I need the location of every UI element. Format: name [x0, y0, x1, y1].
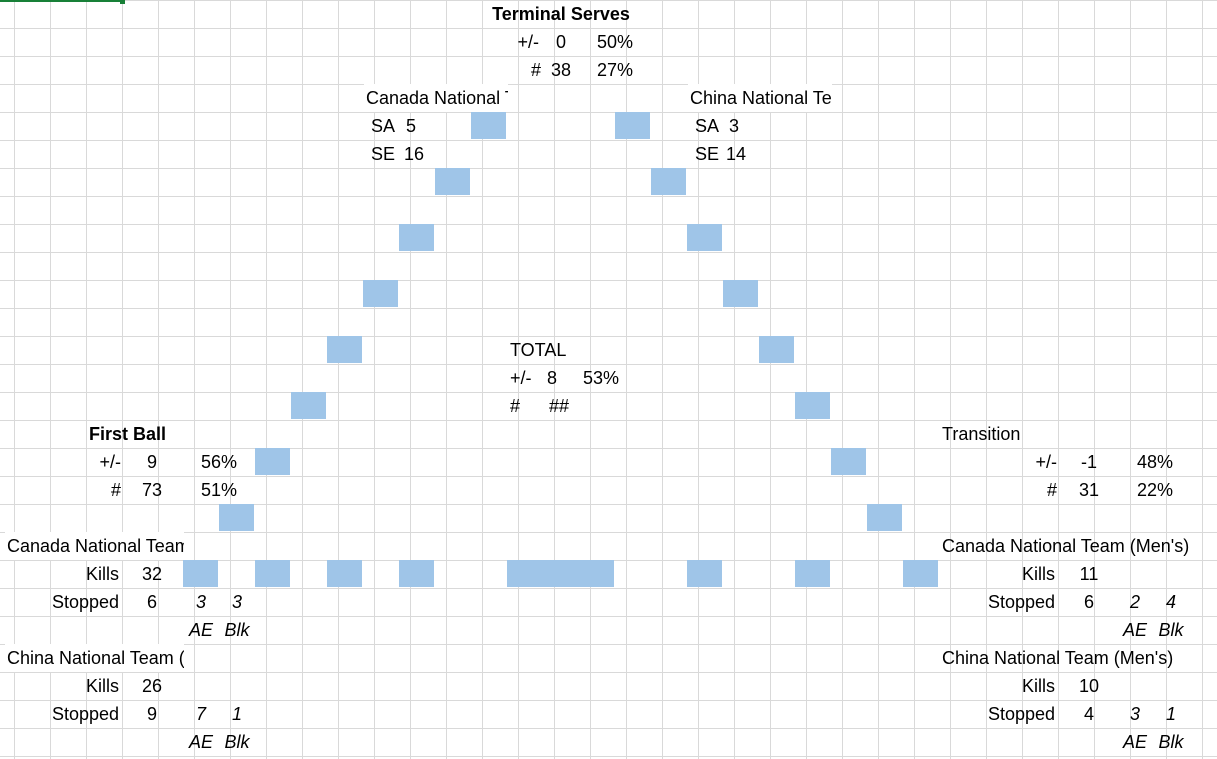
- first-ball-count-value[interactable]: 73: [141, 480, 163, 500]
- transition-stopped-value[interactable]: 4: [1083, 704, 1094, 724]
- fill-cell[interactable]: [687, 224, 722, 251]
- first-ball-kills-value[interactable]: 32: [141, 564, 163, 584]
- fill-cell[interactable]: [399, 560, 434, 587]
- terminal-serves-pm-pct[interactable]: 50%: [596, 32, 633, 52]
- first-ball-stopped-value[interactable]: 6: [146, 592, 157, 612]
- total-pm-pct[interactable]: 53%: [583, 368, 620, 388]
- transition-stopped-value[interactable]: 6: [1083, 592, 1094, 612]
- fill-cell[interactable]: [795, 560, 830, 587]
- serve-left-sa-value[interactable]: 5: [406, 116, 417, 136]
- fill-cell[interactable]: [651, 168, 686, 195]
- first-ball-kills-label[interactable]: Kills: [85, 676, 119, 696]
- first-ball-blk-label[interactable]: Blk: [224, 620, 250, 640]
- transition-blk-value[interactable]: 1: [1165, 704, 1176, 724]
- total-pm-label[interactable]: +/-: [510, 368, 532, 388]
- selected-cell-border: [0, 0, 123, 2]
- transition-pm-label[interactable]: +/-: [1035, 452, 1057, 472]
- fill-cell[interactable]: [867, 504, 902, 531]
- fill-cell[interactable]: [255, 560, 290, 587]
- terminal-serves-pm-value[interactable]: 0: [555, 32, 566, 52]
- first-ball-team-name[interactable]: China National Team (Men's): [5, 644, 184, 672]
- fill-cell[interactable]: [471, 112, 506, 139]
- transition-count-value[interactable]: 31: [1078, 480, 1100, 500]
- first-ball-stopped-label[interactable]: Stopped: [51, 704, 119, 724]
- selection-fill-handle[interactable]: [120, 0, 125, 4]
- first-ball-blk-label[interactable]: Blk: [224, 732, 250, 752]
- first-ball-team-name[interactable]: Canada National Team (Men's): [5, 532, 184, 560]
- first-ball-count-label[interactable]: #: [110, 480, 121, 500]
- serve-right-se-label[interactable]: SE: [694, 144, 719, 164]
- transition-kills-label[interactable]: Kills: [1021, 676, 1055, 696]
- fill-cell[interactable]: [795, 392, 830, 419]
- terminal-serves-pm-label[interactable]: +/-: [517, 32, 539, 52]
- total-title[interactable]: TOTAL: [510, 340, 567, 360]
- transition-blk-label[interactable]: Blk: [1158, 732, 1184, 752]
- fill-cell[interactable]: [219, 504, 254, 531]
- serve-right-se-value[interactable]: 14: [726, 144, 747, 164]
- transition-team-name[interactable]: China National Team (Men's): [942, 648, 1174, 668]
- fill-cell[interactable]: [291, 392, 326, 419]
- transition-team-name[interactable]: Canada National Team (Men's): [942, 536, 1190, 556]
- serve-left-se-value[interactable]: 16: [404, 144, 425, 164]
- first-ball-pm-label[interactable]: +/-: [99, 452, 121, 472]
- serve-left-sa-label[interactable]: SA: [370, 116, 395, 136]
- serve-right-sa-label[interactable]: SA: [694, 116, 719, 136]
- first-ball-kills-label[interactable]: Kills: [85, 564, 119, 584]
- total-pm-value[interactable]: 8: [546, 368, 557, 388]
- first-ball-blk-value[interactable]: 3: [231, 592, 242, 612]
- transition-stopped-label[interactable]: Stopped: [987, 704, 1055, 724]
- transition-kills-value[interactable]: 10: [1078, 676, 1100, 696]
- fill-cell[interactable]: [327, 560, 362, 587]
- transition-stopped-label[interactable]: Stopped: [987, 592, 1055, 612]
- first-ball-ae-label[interactable]: AE: [188, 732, 213, 752]
- transition-blk-value[interactable]: 4: [1165, 592, 1176, 612]
- terminal-serves-count-label[interactable]: #: [530, 60, 541, 80]
- first-ball-stopped-value[interactable]: 9: [146, 704, 157, 724]
- fill-cell[interactable]: [507, 560, 614, 587]
- total-count-value[interactable]: ##: [549, 396, 570, 416]
- first-ball-ae-value[interactable]: 7: [195, 704, 206, 724]
- fill-cell[interactable]: [363, 280, 398, 307]
- serve-left-se-label[interactable]: SE: [370, 144, 395, 164]
- transition-blk-label[interactable]: Blk: [1158, 620, 1184, 640]
- first-ball-ae-value[interactable]: 3: [195, 592, 206, 612]
- terminal-serves-count-value[interactable]: 38: [550, 60, 572, 80]
- transition-ae-value[interactable]: 2: [1129, 592, 1140, 612]
- fill-cell[interactable]: [687, 560, 722, 587]
- first-ball-pm-pct[interactable]: 56%: [201, 452, 238, 472]
- transition-pm-value[interactable]: -1: [1080, 452, 1097, 472]
- first-ball-count-pct[interactable]: 51%: [201, 480, 238, 500]
- terminal-serves-title[interactable]: Terminal Serves: [492, 4, 630, 24]
- transition-ae-label[interactable]: AE: [1122, 732, 1147, 752]
- fill-cell[interactable]: [723, 280, 758, 307]
- transition-ae-value[interactable]: 3: [1129, 704, 1140, 724]
- first-ball-blk-value[interactable]: 1: [231, 704, 242, 724]
- transition-count-pct[interactable]: 22%: [1136, 480, 1173, 500]
- transition-kills-value[interactable]: 11: [1079, 564, 1099, 584]
- fill-cell[interactable]: [255, 448, 290, 475]
- fill-cell[interactable]: [399, 224, 434, 251]
- transition-title[interactable]: Transition: [942, 424, 1021, 444]
- fill-cell[interactable]: [831, 448, 866, 475]
- first-ball-kills-value[interactable]: 26: [141, 676, 163, 696]
- serve-left-team-name[interactable]: Canada National Team (Men's): [364, 84, 508, 112]
- fill-cell[interactable]: [183, 560, 218, 587]
- first-ball-stopped-label[interactable]: Stopped: [51, 592, 119, 612]
- fill-cell[interactable]: [615, 112, 650, 139]
- serve-right-sa-value[interactable]: 3: [729, 116, 740, 136]
- transition-kills-label[interactable]: Kills: [1021, 564, 1055, 584]
- terminal-serves-count-pct[interactable]: 27%: [596, 60, 633, 80]
- total-count-label[interactable]: #: [510, 396, 521, 416]
- fill-cell[interactable]: [759, 336, 794, 363]
- transition-count-label[interactable]: #: [1046, 480, 1057, 500]
- fill-cell[interactable]: [903, 560, 938, 587]
- first-ball-ae-label[interactable]: AE: [188, 620, 213, 640]
- fill-cell[interactable]: [327, 336, 362, 363]
- serve-right-team-name[interactable]: China National Team (Men's): [688, 84, 832, 112]
- transition-pm-pct[interactable]: 48%: [1136, 452, 1173, 472]
- transition-ae-label[interactable]: AE: [1122, 620, 1147, 640]
- first-ball-title[interactable]: First Ball: [89, 424, 167, 444]
- fill-cell[interactable]: [435, 168, 470, 195]
- first-ball-pm-value[interactable]: 9: [146, 452, 157, 472]
